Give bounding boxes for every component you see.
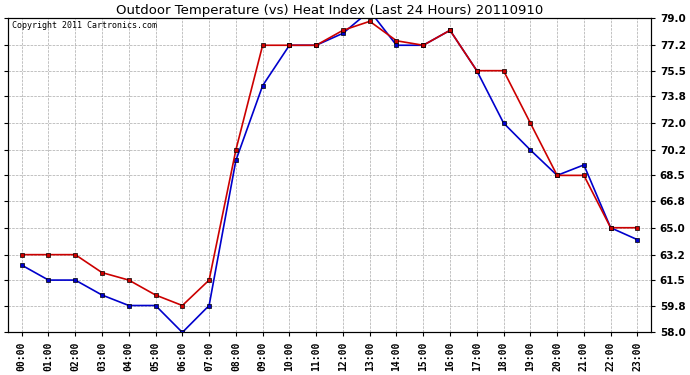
Text: Copyright 2011 Cartronics.com: Copyright 2011 Cartronics.com bbox=[12, 21, 157, 30]
Title: Outdoor Temperature (vs) Heat Index (Last 24 Hours) 20110910: Outdoor Temperature (vs) Heat Index (Las… bbox=[116, 4, 543, 17]
